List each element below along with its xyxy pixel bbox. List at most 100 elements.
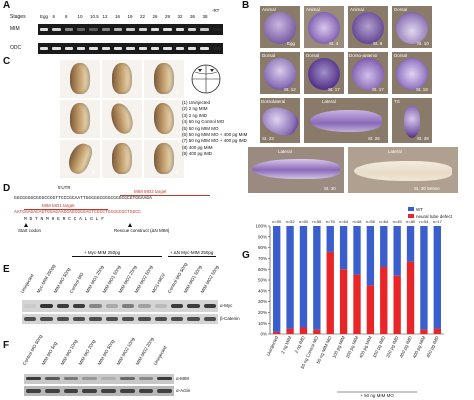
bar-segment-wt bbox=[273, 226, 281, 332]
insitu-cell: Animal St. 4 bbox=[304, 6, 344, 48]
gel-mim bbox=[38, 24, 223, 35]
blot-band bbox=[119, 377, 135, 380]
group-bar-myc-mim bbox=[72, 256, 162, 257]
bar-segment-defect bbox=[366, 285, 375, 334]
rescue-construct-label: Rescue construct (ΔN MIM) bbox=[114, 228, 170, 233]
stage-label: 38 bbox=[202, 14, 208, 19]
bar-segment-defect bbox=[339, 269, 348, 334]
n-label: n=90 bbox=[272, 219, 282, 224]
gel-band bbox=[151, 47, 160, 50]
y-tick-label: 40% bbox=[258, 288, 267, 293]
stage-label: 10.5 bbox=[90, 14, 99, 19]
lane-labels: Control MO 50ng MIM MO 5ng MIM MO 10ng MIM … bbox=[21, 330, 194, 366]
panel-c-label: C bbox=[3, 56, 11, 67]
bar-segment-wt bbox=[406, 226, 415, 262]
n-label: n=60 bbox=[299, 219, 309, 224]
stage-label: 29 bbox=[165, 14, 171, 19]
stage-label: Egg bbox=[40, 14, 49, 19]
blot-band bbox=[101, 389, 116, 393]
legend-item: (8) 400 pg MIM bbox=[182, 144, 213, 150]
blot-band bbox=[56, 317, 69, 321]
sequence-line-1: GGCGGGGCGGGCCGGTTCCCGCAATTGGGGGCGGGCGGGC… bbox=[14, 196, 152, 201]
blot-band bbox=[105, 317, 118, 321]
blot-band bbox=[63, 377, 79, 380]
stage-label: 32 bbox=[177, 14, 183, 19]
mo1-target-label: MIM MO1 target bbox=[42, 203, 75, 208]
x-tick-label: 2 ng IMD bbox=[294, 335, 307, 354]
bar-segment-defect bbox=[299, 327, 308, 334]
n-label: n=64 bbox=[379, 219, 389, 224]
stage-label: 26 bbox=[152, 14, 158, 19]
y-tick-label: 60% bbox=[258, 267, 267, 272]
x-tick-label: 400 pg MIM bbox=[358, 335, 373, 359]
blot-band bbox=[101, 377, 116, 380]
tadpole-image bbox=[154, 143, 174, 174]
bar-segment-defect bbox=[420, 329, 428, 334]
start-codon-label: Start codon bbox=[18, 228, 42, 233]
gel-band bbox=[138, 28, 147, 31]
blot-band bbox=[154, 304, 167, 308]
blot-band bbox=[187, 317, 200, 321]
y-tick-label: 90% bbox=[258, 234, 267, 239]
stage-label: 16 bbox=[115, 14, 121, 19]
legend-item: (1) Uninjected bbox=[182, 100, 211, 105]
lane-label: MIM MO 20ng bbox=[77, 338, 97, 366]
blot-actin bbox=[24, 386, 174, 396]
insitu-cell: Animal Egg bbox=[260, 6, 300, 48]
lane-label: MO1+MO2 bbox=[150, 272, 166, 294]
mo2-target-label: MIM MO2 target bbox=[134, 189, 167, 194]
blot-band bbox=[157, 377, 172, 380]
bar-segment-defect bbox=[313, 329, 321, 334]
blot-band bbox=[24, 304, 37, 308]
blot-catenin bbox=[22, 314, 218, 324]
lane-label: Uninjected bbox=[152, 345, 168, 366]
y-tick-label: 10% bbox=[258, 321, 267, 326]
lane-label: MIM MO2 10ng bbox=[115, 336, 136, 366]
insitu-cell: Lateral St. 30 bbox=[248, 147, 344, 193]
stage-label: 36 bbox=[190, 14, 196, 19]
legend-swatch-wt bbox=[408, 207, 414, 211]
x-tick-label: 400 pg MIM bbox=[412, 335, 427, 359]
stage-tick-row: Egg 6 8 10 10.5 12 16 19 22 26 29 32 36 38 bbox=[40, 14, 215, 22]
bar-segment-defect bbox=[406, 261, 415, 334]
tadpole-number: 8 bbox=[134, 170, 137, 175]
blot-mim bbox=[24, 374, 174, 384]
blot-band bbox=[40, 304, 53, 308]
embryo-image bbox=[260, 101, 300, 141]
lane-label: Control MO 50ng bbox=[21, 333, 44, 366]
gel-band bbox=[163, 28, 172, 31]
embryo-image bbox=[264, 12, 296, 44]
gel-band bbox=[212, 28, 221, 31]
y-tick-label: 80% bbox=[258, 245, 267, 250]
rt-label: -RT bbox=[212, 8, 220, 13]
panel-g-label: G bbox=[242, 250, 250, 261]
tadpole-grid: 1 2 3 4 5 6 7 8 9 bbox=[60, 60, 190, 180]
blot-band bbox=[56, 304, 69, 308]
n-label: n=54 bbox=[419, 219, 429, 224]
gel-row-label-odc: ODC bbox=[10, 45, 22, 51]
lane-label: MIM MO 50ng bbox=[96, 338, 116, 366]
gel-band bbox=[212, 47, 221, 50]
bar-segment-wt bbox=[433, 226, 441, 329]
embryo-image bbox=[310, 110, 382, 132]
embryo-image bbox=[354, 161, 452, 181]
gel-band bbox=[151, 28, 160, 31]
panel-f: Control MO 50ng MIM MO 5ng MIM MO 10ng MIM … bbox=[8, 330, 240, 398]
gel-band bbox=[77, 28, 86, 31]
gel-band bbox=[163, 47, 172, 50]
tadpole-number: 7 bbox=[92, 170, 95, 175]
gel-band bbox=[89, 47, 98, 50]
blot-band bbox=[138, 304, 151, 308]
bar-segment-wt bbox=[299, 226, 308, 328]
legend-label-wt: WT bbox=[416, 207, 423, 212]
tadpole-image bbox=[154, 103, 174, 134]
group-label-myc-mim: + Myc-MIM 250pg bbox=[84, 250, 121, 255]
tadpole-number: 2 bbox=[134, 90, 137, 95]
blot-band bbox=[82, 377, 97, 380]
blot-band bbox=[89, 304, 102, 308]
tadpole-cell: 2 bbox=[102, 60, 142, 98]
blot-band bbox=[138, 317, 151, 321]
embryo-image bbox=[396, 12, 428, 44]
lane-label: MIM MO 5ng bbox=[40, 340, 58, 366]
x-tick-label: 200 pg MIM bbox=[345, 335, 360, 359]
